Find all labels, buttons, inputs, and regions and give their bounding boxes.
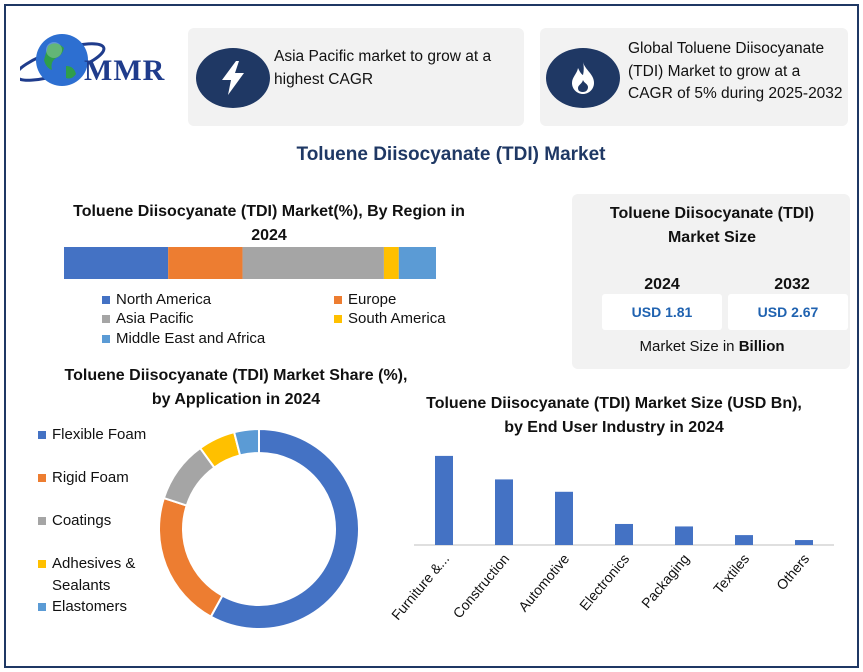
region-segment-north-america	[64, 247, 169, 279]
unit-prefix: Market Size in	[639, 338, 739, 355]
logo-text: MMR	[84, 54, 166, 87]
x-tick-label: Packaging	[638, 551, 692, 611]
market-size-title: Toluene Diisocyanate (TDI) Market Size	[609, 205, 815, 246]
legend-south-america: South America	[334, 310, 446, 327]
unit-bold: Billion	[738, 338, 785, 355]
legend-north-america: North America	[102, 291, 211, 308]
region-segment-europe	[168, 247, 243, 279]
region-stacked-bar	[64, 247, 436, 279]
x-tick-label: Textiles	[710, 551, 752, 597]
bar-electronics	[615, 523, 633, 545]
x-tick-label: Automotive	[515, 550, 572, 614]
region-segment-middle-east-and-africa	[398, 247, 436, 279]
highlight-text-asia: Asia Pacific market to grow at a highest…	[274, 48, 492, 88]
legend-label: North America	[116, 291, 212, 308]
year-2032: 2032	[774, 276, 810, 293]
mmr-logo: MMR	[20, 26, 190, 96]
lightning-icon	[196, 48, 270, 108]
industry-bar-chart: Furniture &...Construction Automotive Elec…	[388, 455, 834, 623]
industry-chart-title: Toluene Diisocyanate (TDI) Market Size (…	[426, 395, 802, 436]
market-size-unit: Market Size in Billion	[592, 338, 832, 355]
legend-middle-east-africa: Middle East and Africa	[102, 330, 265, 347]
bar-packaging	[675, 526, 693, 545]
legend-swatch	[102, 295, 110, 304]
legend-asia-pacific: Asia Pacific	[102, 310, 194, 327]
legend-swatch	[38, 560, 46, 568]
application-chart-title: Toluene Diisocyanate (TDI) Market Share …	[64, 367, 408, 408]
page-title: Toluene Diisocyanate (TDI) Market	[296, 144, 606, 165]
application-donut-chart	[158, 427, 360, 630]
region-chart-title: Toluene Diisocyanate (TDI) Market(%), By…	[73, 203, 465, 244]
x-tick-label: Others	[773, 551, 812, 593]
donut-slice-flexible-foam	[209, 427, 360, 630]
market-size-card: Toluene Diisocyanate (TDI) Market Size 2…	[572, 194, 850, 369]
bar-others	[795, 540, 813, 545]
infographic-frame: MMR Asia Pacific market to grow at a hig…	[4, 4, 859, 668]
bar-furniture	[435, 455, 453, 545]
legend-swatch	[38, 517, 46, 525]
bar-textiles	[735, 535, 753, 545]
legend-coatings: Coatings	[38, 510, 162, 532]
legend-label: Coatings	[52, 512, 112, 529]
year-2024: 2024	[644, 276, 680, 293]
legend-label: Europe	[348, 291, 397, 308]
legend-swatch	[334, 314, 342, 323]
legend-rigid-foam: Rigid Foam	[38, 467, 162, 489]
value-2024: USD 1.81	[602, 294, 722, 330]
highlight-text-cagr: Global Toluene Diisocyanate (TDI) Market…	[628, 40, 843, 102]
donut-slice-elastomers	[232, 427, 260, 457]
legend-swatch	[38, 474, 46, 482]
legend-label: Asia Pacific	[116, 310, 194, 327]
legend-europe: Europe	[334, 291, 396, 308]
bar-construction	[495, 479, 513, 545]
legend-adhesives-sealants: Adhesives & Sealants	[38, 553, 162, 597]
legend-label: Middle East and Africa	[116, 330, 266, 347]
legend-label: Elastomers	[52, 598, 128, 615]
legend-label: Flexible Foam	[52, 426, 147, 443]
legend-label: Rigid Foam	[52, 469, 129, 486]
legend-swatch	[38, 603, 46, 611]
x-tick-label: Furniture &...	[388, 551, 452, 623]
value-2032: USD 2.67	[728, 294, 848, 330]
legend-swatch	[102, 334, 110, 343]
globe-icon	[20, 34, 106, 86]
highlight-card-asia: Asia Pacific market to grow at a highest…	[188, 28, 524, 126]
legend-label: South America	[348, 310, 446, 327]
legend-swatch	[102, 314, 110, 323]
legend-swatch	[334, 295, 342, 304]
bar-automotive	[555, 491, 573, 545]
x-tick-label: Electronics	[576, 551, 632, 614]
x-tick-label: Construction	[450, 551, 513, 621]
region-segment-asia-pacific	[242, 247, 384, 279]
legend-flexible-foam: Flexible Foam	[38, 424, 162, 446]
legend-label: Adhesives & Sealants	[52, 555, 136, 594]
region-segment-south-america	[383, 247, 399, 279]
legend-elastomers: Elastomers	[38, 596, 162, 618]
donut-slice-rigid-foam	[158, 496, 224, 618]
flame-icon	[546, 48, 620, 108]
legend-swatch	[38, 431, 46, 439]
highlight-card-cagr: Global Toluene Diisocyanate (TDI) Market…	[540, 28, 848, 126]
